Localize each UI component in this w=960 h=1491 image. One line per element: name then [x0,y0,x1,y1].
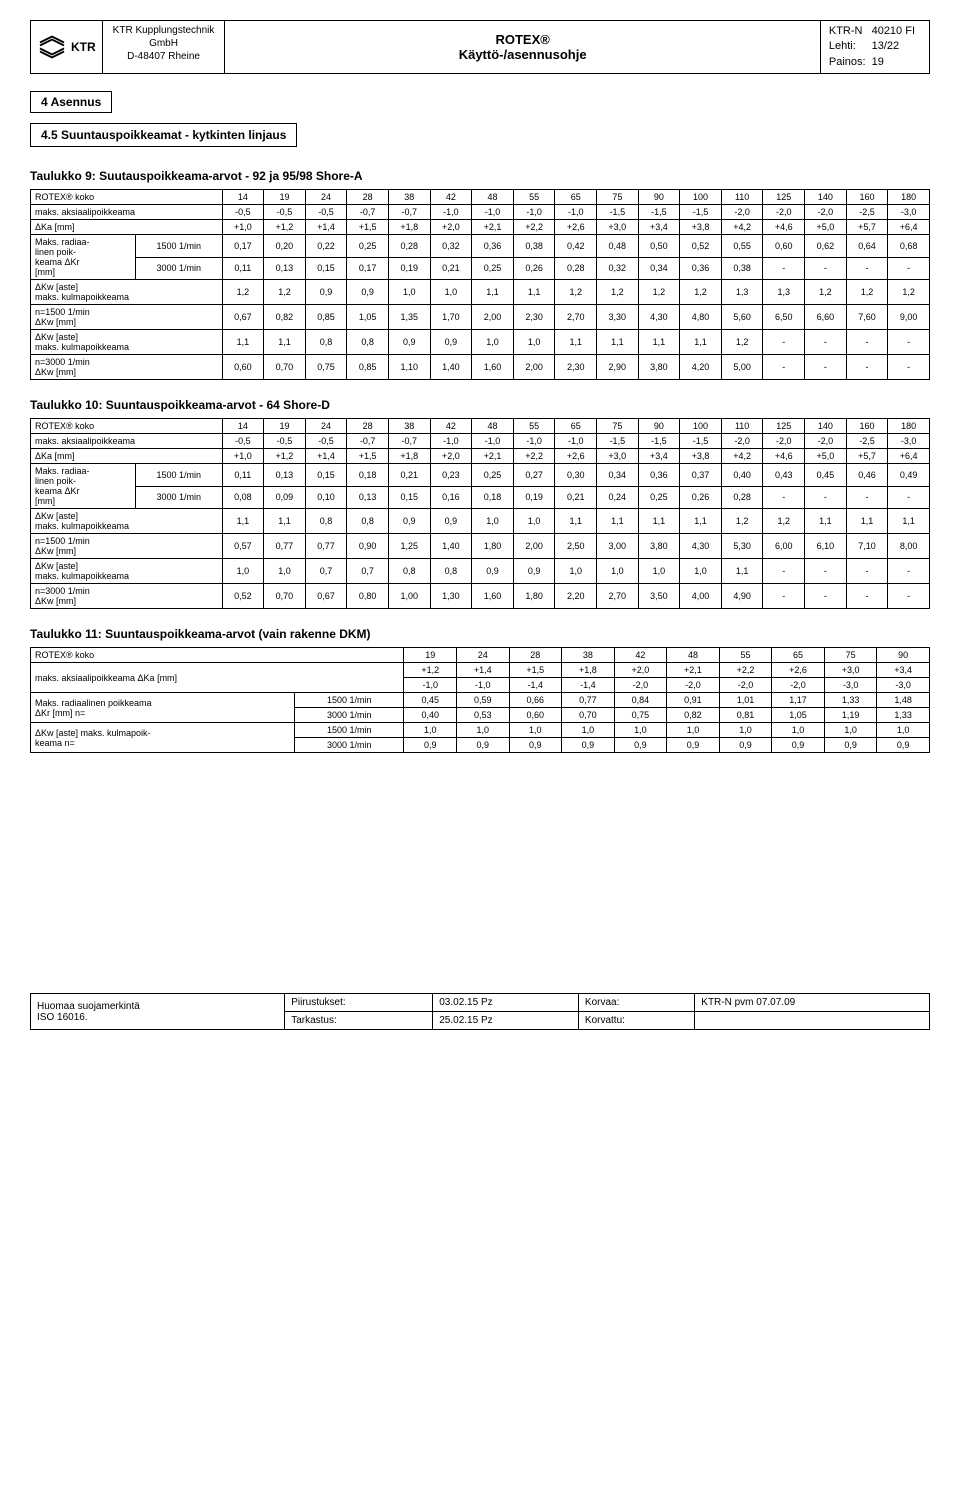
docinfo-v0: 40210 FI [872,24,921,39]
docinfo-k0: KTR-N [829,24,872,39]
company-l1: KTR Kupplungstechnik [113,24,215,37]
footer-note: Huomaa suojamerkintä ISO 16016. [31,994,285,1030]
footer-replby-l: Korvattu: [578,1012,694,1030]
table11: ROTEX® koko19242838424855657590maks. aks… [30,647,930,753]
footer-replby-v [695,1012,930,1030]
footer-check-l: Tarkastus: [285,1012,433,1030]
docinfo-k1: Lehti: [829,39,872,54]
title-l2: Käyttö-/asennusohje [245,47,799,62]
table9: ROTEX® koko14192428384248556575901001101… [30,189,930,380]
table9-title: Taulukko 9: Suutauspoikkeama-arvot - 92 … [30,169,930,183]
footer-check-v: 25.02.15 Pz [433,1012,579,1030]
footer-repl-v: KTR-N pvm 07.07.09 [695,994,930,1012]
footer-table: Huomaa suojamerkintä ISO 16016. Piirustu… [30,993,930,1030]
docinfo-v2: 19 [872,55,921,70]
company-info: KTR Kupplungstechnik GmbH D-48407 Rheine [103,20,226,74]
section-heading: 4 Asennus [30,91,112,113]
doc-title: ROTEX® Käyttö-/asennusohje [225,20,820,74]
table11-title: Taulukko 11: Suuntauspoikkeama-arvot (va… [30,627,930,641]
table10: ROTEX® koko14192428384248556575901001101… [30,418,930,609]
title-l1: ROTEX® [245,32,799,47]
docinfo-k2: Painos: [829,55,872,70]
docinfo-v1: 13/22 [872,39,921,54]
footer-repl-l: Korvaa: [578,994,694,1012]
subsection-heading: 4.5 Suuntauspoikkeamat - kytkinten linja… [30,123,297,147]
table10-title: Taulukko 10: Suuntauspoikkeama-arvot - 6… [30,398,930,412]
company-l2: GmbH [113,37,215,50]
logo: KTR [30,20,103,74]
footer-draw-l: Piirustukset: [285,994,433,1012]
company-l3: D-48407 Rheine [113,50,215,63]
logo-text: KTR [71,40,96,54]
footer-draw-v: 03.02.15 Pz [433,994,579,1012]
doc-info: KTR-N40210 FI Lehti:13/22 Painos:19 [821,20,930,74]
page-header: KTR KTR Kupplungstechnik GmbH D-48407 Rh… [30,20,930,75]
